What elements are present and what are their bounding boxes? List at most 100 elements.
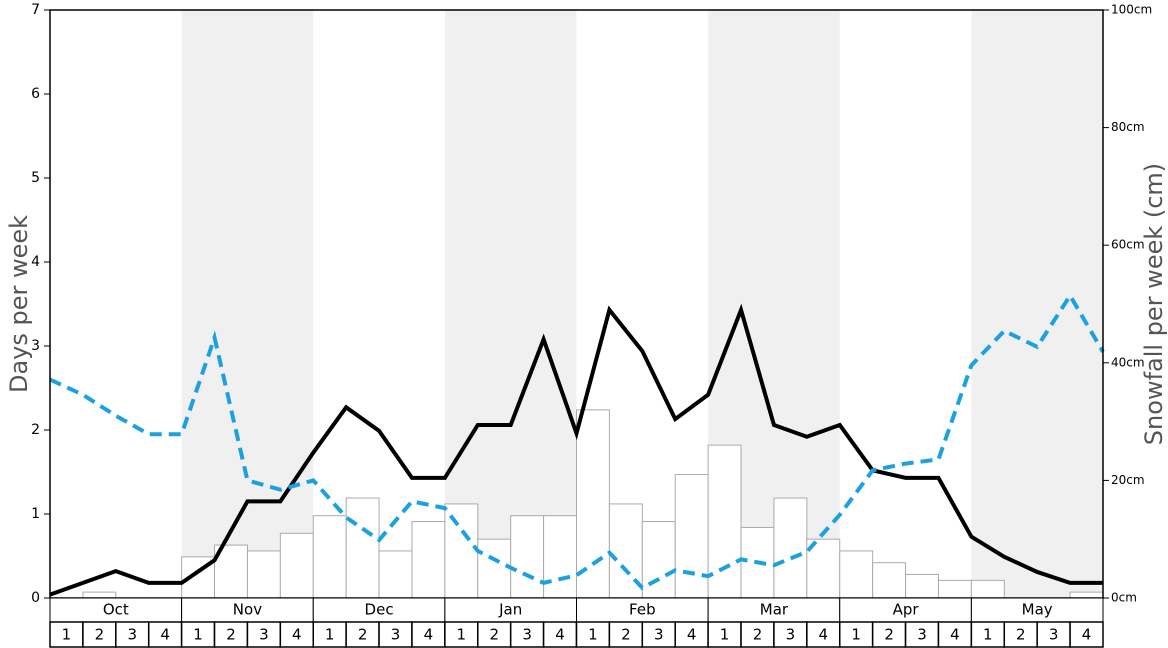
y2-tick-label: 100cm	[1111, 3, 1152, 17]
week-cell	[608, 621, 644, 648]
week-cell	[904, 621, 940, 648]
week-label: 3	[917, 626, 927, 644]
week-label: 2	[489, 626, 499, 644]
month-label: May	[1022, 601, 1053, 619]
y2-tick-label: 80cm	[1111, 120, 1145, 134]
week-label: 4	[687, 626, 697, 644]
bar	[872, 562, 907, 599]
month-label: Nov	[233, 601, 262, 619]
y2-axis-label: Snowfall per week (cm)	[1140, 163, 1168, 445]
week-cell	[1036, 621, 1071, 648]
bar	[312, 515, 347, 599]
month-cell	[312, 597, 446, 623]
y-tick-label: 0	[31, 590, 40, 606]
y-tick-label: 3	[31, 338, 40, 354]
y2-tick-label: 20cm	[1111, 473, 1145, 487]
bar	[707, 444, 742, 599]
week-label: 2	[95, 626, 105, 644]
week-label: 4	[1082, 626, 1092, 644]
week-cell	[246, 621, 282, 648]
week-label: 4	[819, 626, 829, 644]
week-cell	[213, 621, 249, 648]
week-cell	[115, 621, 150, 648]
bar	[970, 579, 1005, 599]
y-tick-label: 5	[31, 170, 40, 186]
line-series	[49, 303, 1103, 597]
week-cell	[839, 621, 874, 648]
bar	[279, 532, 314, 599]
month-label: Dec	[365, 601, 394, 619]
week-label: 3	[786, 626, 796, 644]
bar	[905, 573, 939, 599]
bar	[246, 550, 281, 599]
week-label: 2	[1016, 626, 1026, 644]
bar	[345, 497, 380, 599]
week-cell	[1069, 621, 1104, 648]
month-label: Mar	[760, 601, 789, 619]
week-label: 1	[983, 626, 993, 644]
bar	[839, 550, 874, 599]
week-label: 3	[522, 626, 532, 644]
bar	[444, 503, 479, 599]
week-cell	[970, 621, 1006, 648]
month-cell	[970, 597, 1104, 623]
y2-tick-label: 60cm	[1111, 238, 1145, 252]
week-cell	[509, 621, 545, 648]
bar	[674, 474, 709, 599]
week-cell	[806, 621, 841, 648]
week-cell	[477, 621, 512, 648]
week-label: 2	[753, 626, 763, 644]
y-tick-label: 1	[31, 506, 40, 522]
week-label: 2	[358, 626, 368, 644]
week-label: 4	[292, 626, 302, 644]
week-label: 2	[884, 626, 894, 644]
bar	[411, 521, 446, 599]
bar	[543, 515, 577, 599]
week-cell	[937, 621, 973, 648]
week-label: 3	[127, 626, 137, 644]
week-label: 1	[325, 626, 335, 644]
week-label: 3	[654, 626, 664, 644]
week-label: 1	[851, 626, 861, 644]
week-label: 1	[62, 626, 72, 644]
week-cell	[411, 621, 446, 648]
month-label: Oct	[103, 601, 129, 619]
y-tick-label: 4	[31, 254, 40, 270]
week-cell	[1003, 621, 1038, 648]
week-cell	[147, 621, 183, 648]
month-shade	[971, 10, 1103, 598]
week-label: 1	[457, 626, 467, 644]
month-label: Apr	[893, 601, 920, 619]
y-tick-label: 7	[31, 2, 40, 18]
month-label: Feb	[629, 601, 656, 619]
week-label: 4	[950, 626, 960, 644]
week-label: 3	[259, 626, 269, 644]
bar	[641, 521, 676, 599]
week-cell	[707, 621, 742, 648]
week-label: 2	[226, 626, 236, 644]
bar	[82, 591, 117, 599]
bar	[937, 579, 972, 599]
bar	[773, 497, 808, 599]
week-cell	[279, 621, 314, 648]
y-tick-label: 6	[31, 86, 40, 102]
week-label: 1	[193, 626, 203, 644]
y-axis-label: Days per week	[5, 215, 33, 393]
week-label: 4	[424, 626, 434, 644]
week-label: 1	[588, 626, 598, 644]
week-cell	[773, 621, 808, 648]
month-shade	[444, 10, 577, 598]
bar	[806, 538, 841, 599]
line-series	[49, 291, 1105, 591]
bar	[378, 550, 413, 599]
month-shade	[181, 10, 314, 598]
week-cell	[444, 621, 479, 648]
week-cell	[180, 621, 216, 648]
week-label: 3	[391, 626, 401, 644]
y-tick-label: 2	[31, 422, 40, 438]
week-label: 4	[555, 626, 565, 644]
week-label: 1	[720, 626, 730, 644]
week-cell	[378, 621, 413, 648]
week-label: 3	[1049, 626, 1059, 644]
